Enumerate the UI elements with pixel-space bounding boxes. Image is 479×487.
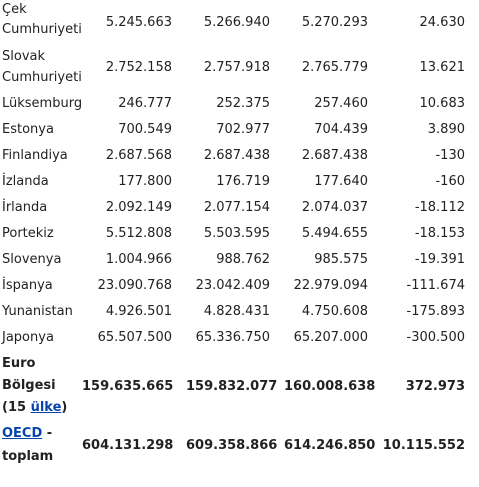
table-row: İspanya 23.090.768 23.042.409 22.979.094… — [0, 272, 479, 298]
value-cell: 22.979.094 — [293, 277, 368, 293]
value-cell: 5.503.595 — [203, 225, 270, 241]
value-cell: 159.832.077 — [186, 378, 278, 394]
table-row: Japonya 65.507.500 65.336.750 65.207.000… — [0, 324, 479, 350]
value-cell: 700.549 — [118, 121, 172, 137]
value-cell: 5.494.655 — [301, 225, 368, 241]
table-row: Slovak Cumhuriyeti 2.752.158 2.757.918 2… — [0, 44, 479, 90]
value-cell: 2.752.158 — [105, 59, 172, 75]
oecd-total-row: OECD - toplam 604.131.298 609.358.866 61… — [0, 422, 479, 468]
country-name: Slovak Cumhuriyeti — [2, 49, 82, 85]
country-name: Estonya — [2, 121, 54, 137]
oecd-total-label: OECD - toplam — [0, 422, 82, 468]
value-cell: 159.635.665 — [82, 378, 174, 394]
country-name: Lüksemburg — [2, 95, 83, 111]
change-cell: 10.683 — [419, 95, 466, 111]
value-cell: 609.358.866 — [186, 437, 278, 453]
value-cell: 5.270.293 — [301, 14, 368, 30]
value-cell: 2.765.779 — [301, 59, 368, 75]
value-cell: 5.245.663 — [105, 14, 172, 30]
value-cell: 702.977 — [216, 121, 270, 137]
euro-label-text: Euro Bölgesi (15 — [2, 356, 56, 415]
table-row: İrlanda 2.092.149 2.077.154 2.074.037 -1… — [0, 194, 479, 220]
value-cell: 5.266.940 — [203, 14, 270, 30]
country-name: Çek Cumhuriyeti — [2, 2, 82, 37]
value-cell: 4.828.431 — [203, 303, 270, 319]
population-table: Çek Cumhuriyeti 5.245.663 5.266.940 5.27… — [0, 0, 479, 468]
value-cell: 257.460 — [314, 95, 368, 111]
value-cell: 65.336.750 — [195, 329, 270, 345]
value-cell: 4.750.608 — [301, 303, 368, 319]
value-cell: 2.077.154 — [203, 199, 270, 215]
value-cell: 2.757.918 — [203, 59, 270, 75]
oecd-link[interactable]: OECD — [2, 426, 43, 441]
value-cell: 2.687.438 — [203, 147, 270, 163]
value-cell: 5.512.808 — [105, 225, 172, 241]
euro-total-row: Euro Bölgesi (15 ülke) 159.635.665 159.8… — [0, 350, 479, 422]
change-cell: 10.115.552 — [382, 437, 465, 453]
table-row: Finlandiya 2.687.568 2.687.438 2.687.438… — [0, 142, 479, 168]
value-cell: 177.640 — [314, 173, 368, 189]
value-cell: 160.008.638 — [284, 378, 376, 394]
table-row: Lüksemburg 246.777 252.375 257.460 10.68… — [0, 90, 479, 116]
change-cell: -160 — [435, 173, 465, 189]
value-cell: 2.074.037 — [301, 199, 368, 215]
change-cell: 24.630 — [419, 14, 466, 30]
country-name: İspanya — [2, 277, 53, 293]
country-name: Finlandiya — [2, 147, 68, 163]
euro-label-close: ) — [61, 400, 68, 415]
country-name: Portekiz — [2, 225, 54, 241]
country-name: Slovenya — [2, 251, 62, 267]
countries-link[interactable]: ülke — [30, 400, 62, 415]
value-cell: 252.375 — [216, 95, 270, 111]
value-cell: 988.762 — [216, 251, 270, 267]
value-cell: 65.207.000 — [293, 329, 368, 345]
table-row: Çek Cumhuriyeti 5.245.663 5.266.940 5.27… — [0, 0, 479, 44]
country-name: İzlanda — [2, 173, 49, 189]
change-cell: -111.674 — [406, 277, 465, 293]
change-cell: 372.973 — [405, 378, 465, 394]
change-cell: -19.391 — [414, 251, 465, 267]
value-cell: 604.131.298 — [82, 437, 174, 453]
value-cell: 704.439 — [314, 121, 368, 137]
value-cell: 2.687.568 — [105, 147, 172, 163]
country-name: İrlanda — [2, 199, 48, 215]
value-cell: 23.042.409 — [195, 277, 270, 293]
value-cell: 177.800 — [118, 173, 172, 189]
value-cell: 614.246.850 — [284, 437, 376, 453]
value-cell: 1.004.966 — [105, 251, 172, 267]
table-row: Yunanistan 4.926.501 4.828.431 4.750.608… — [0, 298, 479, 324]
value-cell: 23.090.768 — [97, 277, 172, 293]
value-cell: 4.926.501 — [105, 303, 172, 319]
table-row: İzlanda 177.800 176.719 177.640 -160 — [0, 168, 479, 194]
change-cell: -18.153 — [414, 225, 465, 241]
change-cell: -175.893 — [406, 303, 465, 319]
country-name: Yunanistan — [2, 303, 73, 319]
change-cell: -130 — [435, 147, 465, 163]
table-row: Portekiz 5.512.808 5.503.595 5.494.655 -… — [0, 220, 479, 246]
change-cell: -18.112 — [414, 199, 465, 215]
value-cell: 176.719 — [216, 173, 270, 189]
change-cell: 13.621 — [419, 59, 466, 75]
value-cell: 985.575 — [314, 251, 368, 267]
table-row: Estonya 700.549 702.977 704.439 3.890 — [0, 116, 479, 142]
change-cell: -300.500 — [406, 329, 465, 345]
value-cell: 2.092.149 — [105, 199, 172, 215]
value-cell: 2.687.438 — [301, 147, 368, 163]
value-cell: 246.777 — [118, 95, 172, 111]
country-name: Japonya — [2, 329, 54, 345]
change-cell: 3.890 — [427, 121, 465, 137]
value-cell: 65.507.500 — [97, 329, 172, 345]
oecd-label-text: - toplam — [2, 426, 54, 464]
table-row: Slovenya 1.004.966 988.762 985.575 -19.3… — [0, 246, 479, 272]
euro-area-label: Euro Bölgesi (15 ülke) — [0, 350, 82, 422]
